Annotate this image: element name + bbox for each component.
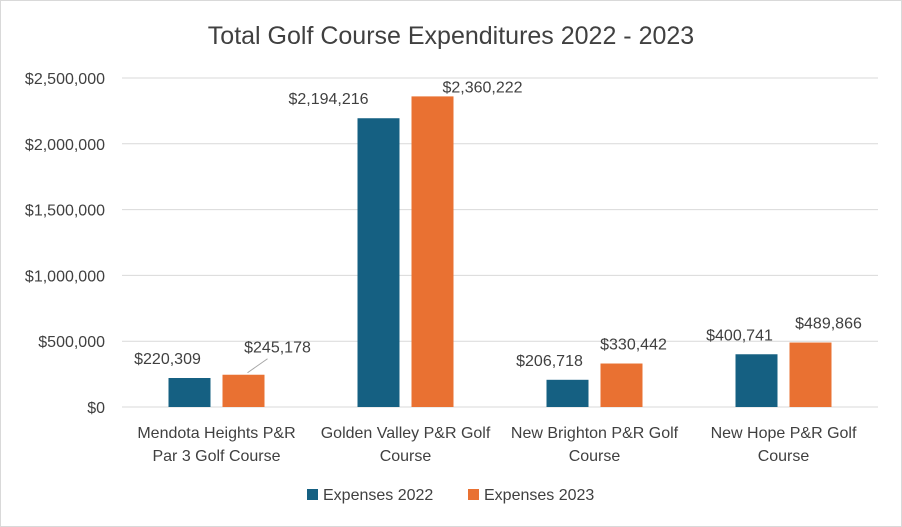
x-category-label: New Hope P&R Golf	[711, 425, 857, 442]
bar-expenses-2022	[546, 379, 589, 407]
y-tick-label: $0	[87, 400, 105, 417]
bar-expenses-2023	[600, 363, 643, 407]
bars	[168, 96, 832, 408]
y-axis: $0 $500,000 $1,000,000 $1,500,000 $2,000,000…	[25, 71, 105, 417]
x-category-label: Golden Valley P&R Golf	[321, 425, 491, 442]
y-tick-label: $2,000,000	[25, 137, 105, 154]
bar-expenses-2023	[411, 96, 454, 408]
legend-swatch	[468, 489, 479, 500]
x-category-label: New Brighton P&R Golf	[511, 425, 679, 442]
data-label: $206,718	[516, 353, 583, 370]
data-label-leader-line	[247, 358, 268, 374]
data-label: $245,178	[244, 340, 311, 357]
bar-expenses-2022	[735, 354, 778, 407]
data-label: $220,309	[134, 351, 201, 368]
bar-expenses-2023	[222, 374, 265, 407]
y-tick-label: $2,500,000	[25, 71, 105, 88]
y-tick-label: $500,000	[38, 334, 105, 351]
chart-title: Total Golf Course Expenditures 2022 - 20…	[208, 22, 694, 50]
y-tick-label: $1,000,000	[25, 268, 105, 285]
x-category-label: Course	[569, 448, 621, 465]
data-label: $489,866	[795, 316, 862, 333]
x-category-label: Course	[758, 448, 810, 465]
data-label: $330,442	[600, 337, 667, 354]
x-category-label: Course	[380, 448, 432, 465]
legend-label: Expenses 2022	[323, 487, 433, 504]
data-labels: $220,309 $245,178 $2,194,216 $2,360,222 $206…	[134, 79, 862, 374]
data-label: $400,741	[706, 327, 773, 344]
data-label: $2,360,222	[442, 79, 522, 96]
x-axis: Mendota Heights P&R Par 3 Golf Course Gold…	[137, 425, 857, 465]
x-category-label: Par 3 Golf Course	[152, 448, 280, 465]
legend-swatch	[307, 489, 318, 500]
y-tick-label: $1,500,000	[25, 203, 105, 220]
x-category-label: Mendota Heights P&R	[137, 425, 295, 442]
data-label: $2,194,216	[288, 91, 368, 108]
bar-expenses-2022	[357, 118, 400, 407]
legend-label: Expenses 2023	[484, 487, 594, 504]
legend: Expenses 2022 Expenses 2023	[307, 487, 594, 504]
bar-expenses-2023	[789, 342, 832, 407]
bar-expenses-2022	[168, 378, 211, 407]
